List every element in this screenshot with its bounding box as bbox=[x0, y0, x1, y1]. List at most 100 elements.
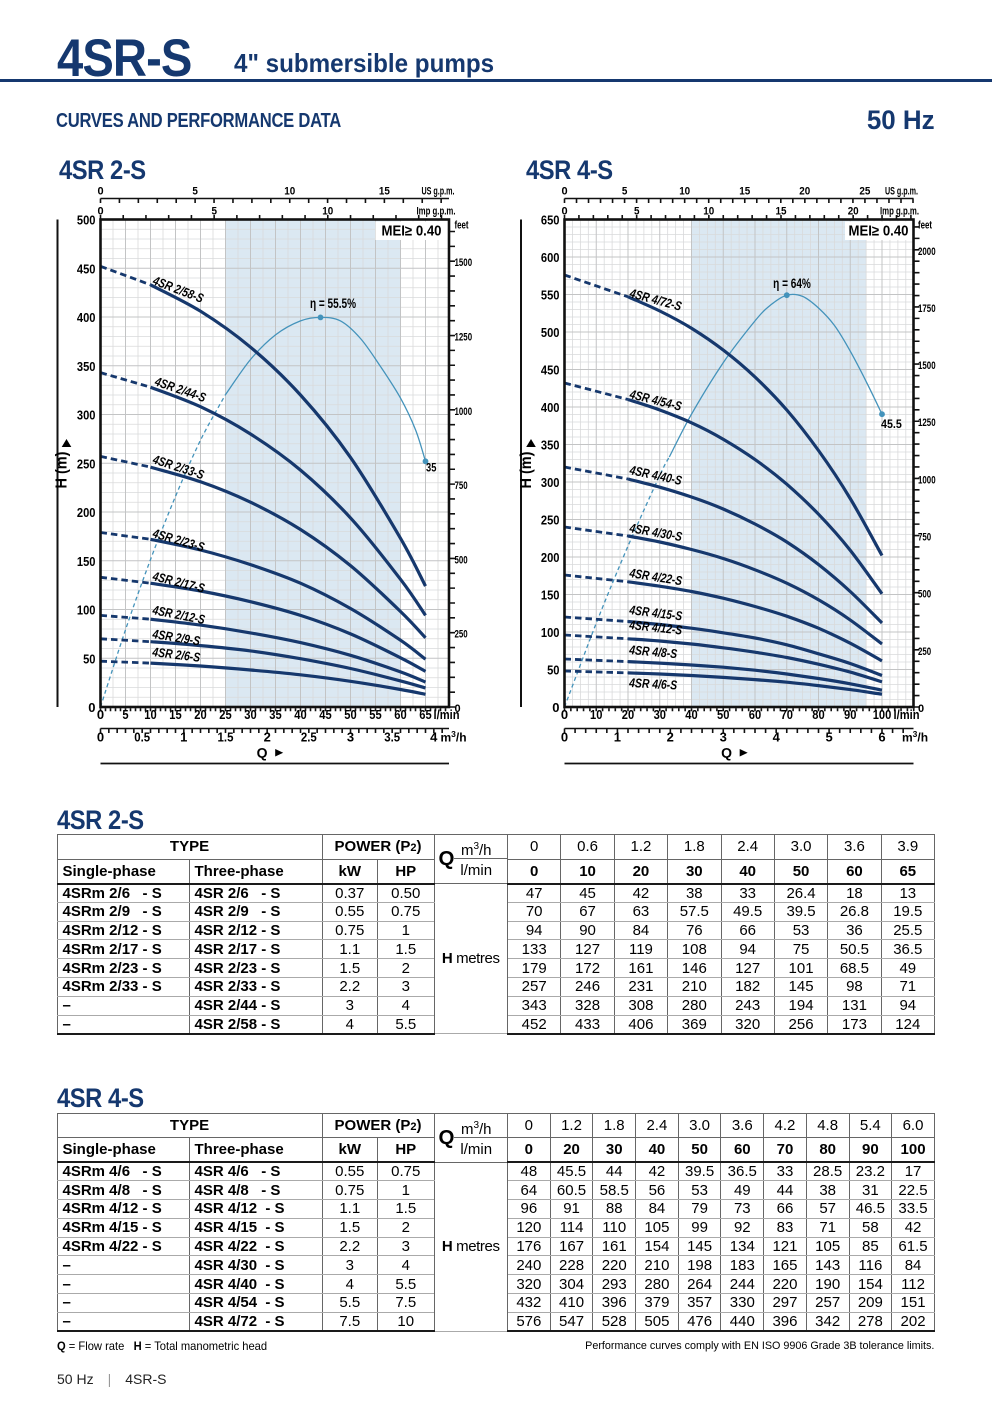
svg-text:Q: Q bbox=[257, 745, 268, 761]
svg-text:0: 0 bbox=[561, 707, 568, 722]
svg-text:250: 250 bbox=[77, 456, 96, 471]
svg-text:0: 0 bbox=[97, 730, 104, 745]
svg-text:2.5: 2.5 bbox=[301, 730, 317, 745]
svg-text:1250: 1250 bbox=[455, 332, 473, 344]
svg-text:0: 0 bbox=[97, 206, 103, 218]
svg-text:200: 200 bbox=[541, 550, 560, 565]
svg-text:5: 5 bbox=[634, 206, 640, 218]
svg-text:5: 5 bbox=[622, 186, 628, 198]
svg-text:50: 50 bbox=[547, 663, 559, 678]
svg-text:H (m): H (m) bbox=[54, 452, 71, 489]
svg-text:500: 500 bbox=[77, 213, 96, 228]
svg-text:3: 3 bbox=[720, 730, 727, 745]
svg-text:4SR 2/23-S: 4SR 2/23-S bbox=[150, 525, 206, 554]
svg-text:10: 10 bbox=[590, 707, 602, 722]
svg-text:2: 2 bbox=[264, 730, 271, 745]
svg-text:60: 60 bbox=[394, 707, 406, 722]
svg-text:600: 600 bbox=[541, 250, 560, 265]
svg-text:1500: 1500 bbox=[455, 257, 473, 269]
svg-text:Q: Q bbox=[721, 745, 732, 761]
svg-text:750: 750 bbox=[918, 532, 931, 544]
svg-text:60: 60 bbox=[749, 707, 761, 722]
svg-text:MEI≥ 0.40: MEI≥ 0.40 bbox=[382, 224, 442, 240]
svg-text:0: 0 bbox=[918, 703, 924, 715]
svg-text:5: 5 bbox=[211, 206, 217, 218]
svg-text:US g.p.m.: US g.p.m. bbox=[885, 186, 918, 198]
svg-text:20: 20 bbox=[194, 707, 206, 722]
svg-text:1500: 1500 bbox=[918, 360, 936, 372]
svg-text:40: 40 bbox=[685, 707, 697, 722]
svg-text:55: 55 bbox=[369, 707, 381, 722]
svg-text:50: 50 bbox=[344, 707, 356, 722]
svg-text:10: 10 bbox=[144, 707, 156, 722]
svg-text:25: 25 bbox=[219, 707, 231, 722]
svg-text:10: 10 bbox=[322, 206, 333, 218]
svg-text:45: 45 bbox=[319, 707, 331, 722]
svg-text:feet: feet bbox=[455, 220, 469, 232]
svg-text:0: 0 bbox=[88, 700, 95, 715]
svg-text:5: 5 bbox=[122, 707, 128, 722]
svg-text:5: 5 bbox=[192, 186, 198, 198]
svg-text:4SR 2/44-S: 4SR 2/44-S bbox=[152, 373, 208, 405]
svg-text:0: 0 bbox=[561, 206, 567, 218]
svg-text:300: 300 bbox=[541, 475, 560, 490]
svg-text:550: 550 bbox=[541, 288, 560, 303]
svg-text:0: 0 bbox=[552, 700, 559, 715]
svg-text:15: 15 bbox=[169, 707, 181, 722]
svg-text:80: 80 bbox=[812, 707, 824, 722]
svg-text:3: 3 bbox=[347, 730, 354, 745]
svg-text:15: 15 bbox=[739, 186, 750, 198]
svg-text:100: 100 bbox=[873, 707, 892, 722]
svg-text:35: 35 bbox=[269, 707, 281, 722]
svg-text:1000: 1000 bbox=[918, 474, 936, 486]
svg-text:1000: 1000 bbox=[455, 406, 473, 418]
svg-text:Imp g.p.m.: Imp g.p.m. bbox=[417, 206, 456, 218]
svg-text:500: 500 bbox=[918, 589, 931, 601]
svg-text:150: 150 bbox=[541, 588, 560, 603]
svg-text:4SR 4/12-S: 4SR 4/12-S bbox=[628, 617, 683, 638]
svg-text:6: 6 bbox=[878, 730, 885, 745]
svg-text:350: 350 bbox=[77, 359, 96, 374]
svg-text:250: 250 bbox=[918, 646, 931, 658]
svg-text:4SR 2/6-S: 4SR 2/6-S bbox=[151, 644, 202, 665]
svg-text:30: 30 bbox=[244, 707, 256, 722]
svg-text:500: 500 bbox=[541, 325, 560, 340]
svg-text:l/min: l/min bbox=[434, 708, 460, 722]
svg-text:4SR 2/58-S: 4SR 2/58-S bbox=[150, 273, 206, 306]
svg-text:500: 500 bbox=[455, 554, 468, 566]
svg-text:4SR 2/33-S: 4SR 2/33-S bbox=[150, 451, 206, 482]
svg-text:H (m): H (m) bbox=[518, 452, 535, 489]
svg-text:30: 30 bbox=[654, 707, 666, 722]
svg-text:20: 20 bbox=[622, 707, 634, 722]
svg-text:50: 50 bbox=[83, 652, 95, 667]
svg-text:35: 35 bbox=[426, 461, 437, 475]
svg-text:0: 0 bbox=[455, 703, 461, 715]
svg-text:4SR 2/17-S: 4SR 2/17-S bbox=[150, 568, 206, 596]
svg-text:4SR 4/8-S: 4SR 4/8-S bbox=[628, 642, 678, 661]
svg-text:50: 50 bbox=[717, 707, 729, 722]
svg-text:450: 450 bbox=[77, 261, 96, 276]
svg-text:300: 300 bbox=[77, 408, 96, 423]
svg-text:25: 25 bbox=[859, 186, 870, 198]
svg-text:20: 20 bbox=[799, 186, 810, 198]
svg-text:250: 250 bbox=[541, 513, 560, 528]
svg-text:4SR 4/6-S: 4SR 4/6-S bbox=[628, 675, 678, 693]
svg-text:4: 4 bbox=[430, 730, 438, 745]
svg-text:3.5: 3.5 bbox=[384, 730, 400, 745]
svg-text:η = 55.5%: η = 55.5% bbox=[310, 296, 356, 311]
svg-text:45.5: 45.5 bbox=[881, 417, 902, 431]
svg-text:4: 4 bbox=[773, 730, 781, 745]
svg-text:0.5: 0.5 bbox=[134, 730, 150, 745]
svg-text:20: 20 bbox=[848, 206, 859, 218]
svg-text:100: 100 bbox=[541, 625, 560, 640]
svg-text:1750: 1750 bbox=[918, 303, 936, 315]
svg-text:1: 1 bbox=[180, 730, 187, 745]
svg-text:4SR 4/15-S: 4SR 4/15-S bbox=[628, 602, 684, 623]
svg-text:15: 15 bbox=[776, 206, 787, 218]
svg-text:400: 400 bbox=[541, 400, 560, 415]
svg-text:10: 10 bbox=[703, 206, 714, 218]
svg-text:70: 70 bbox=[781, 707, 793, 722]
svg-text:m3/h: m3/h bbox=[902, 729, 928, 745]
svg-text:150: 150 bbox=[77, 554, 96, 569]
svg-text:90: 90 bbox=[844, 707, 856, 722]
